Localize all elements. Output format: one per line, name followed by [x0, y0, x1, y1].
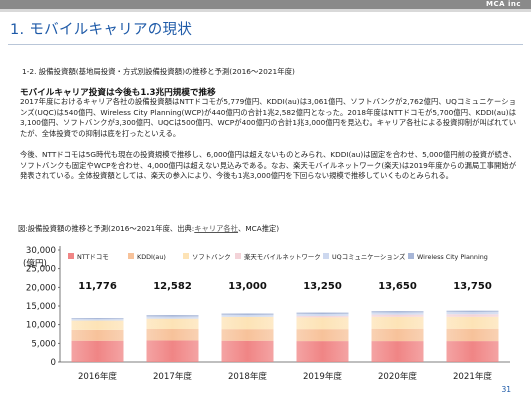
bar-segment — [371, 312, 424, 315]
x-tick-label: 2018年度 — [228, 370, 267, 382]
total-value-label: 13,650 — [378, 281, 417, 292]
investment-chart: 0 5,000 10,000 15,000 20,000 25,000 30,000(億円)… — [23, 246, 510, 382]
bar-segment — [146, 318, 199, 329]
bar-segment — [146, 340, 199, 362]
total-value-label: 13,750 — [453, 281, 492, 292]
bar-segment — [296, 341, 349, 362]
legend-label: 楽天モバイルネットワーク — [244, 252, 321, 261]
chart-caption-suffix: 、MCA推定) — [238, 224, 280, 233]
bar-segment — [221, 313, 274, 315]
x-tick-label: 2020年度 — [378, 370, 417, 382]
bar-segment — [71, 340, 124, 362]
x-tick-label: 2019年度 — [303, 370, 342, 382]
top-bar — [0, 0, 531, 9]
total-value-label: 13,250 — [303, 281, 342, 292]
section-headline: モバイルキャリア投資は今後も1.3兆円規模で推移 — [20, 88, 216, 98]
legend-swatch — [408, 253, 414, 259]
total-value-label: 11,776 — [78, 281, 117, 292]
y-tick-label: 15,000 — [26, 302, 56, 312]
legend-swatch — [235, 253, 241, 259]
slide-title: 1. モバイルキャリアの現状 — [10, 22, 193, 38]
bar-segment — [296, 312, 349, 315]
bar-segment — [296, 317, 349, 330]
bar-segment — [446, 310, 499, 313]
bar-segment — [71, 320, 124, 330]
section-subheading: 1-2. 設備投資額(基地局投資・方式別設備投資額)の推移と予測(2016～20… — [22, 67, 295, 76]
legend-label: UQコミュニケーションズ — [332, 252, 406, 261]
bar-segment — [371, 341, 424, 362]
bar-segment — [371, 311, 424, 313]
bar-segment — [446, 316, 499, 329]
bar-segment — [296, 315, 349, 318]
chart-caption: 図:設備投資額の推移と予測(2016～2021年度、出典:キャリア各社、MCA推… — [18, 224, 279, 234]
bar-segment — [296, 314, 349, 316]
body-paragraph-2: 今後、NTTドコモは5G時代も現在の投資規模で推移し、6,000億円は超えないも… — [20, 150, 516, 181]
header-band — [0, 9, 531, 12]
legend-label: ソフトバンク — [192, 253, 231, 261]
legend-swatch — [183, 253, 189, 259]
total-value-label: 12,582 — [153, 281, 192, 292]
y-tick-label: 25,000 — [26, 265, 56, 275]
bar-segment — [221, 340, 274, 362]
y-tick-label: 10,000 — [26, 321, 56, 331]
legend-label: KDDI(au) — [137, 253, 166, 261]
bar-segment — [446, 328, 499, 342]
legend-swatch — [323, 253, 329, 259]
y-tick-label: 0 — [51, 358, 56, 368]
total-value-label: 13,000 — [228, 281, 267, 292]
y-tick-label: 30,000 — [26, 246, 56, 256]
legend-swatch — [68, 253, 74, 259]
legend-label: NTTドコモ — [77, 253, 109, 261]
bar-segment — [446, 312, 499, 315]
page-number: 31 — [501, 385, 511, 394]
chart-caption-prefix: 図:設備投資額の推移と予測(2016～2021年度、出典: — [18, 224, 195, 233]
x-tick-label: 2021年度 — [453, 370, 492, 382]
x-tick-label: 2016年度 — [78, 370, 117, 382]
bar-segment — [371, 328, 424, 342]
bar-segment — [446, 314, 499, 317]
x-tick-label: 2017年度 — [153, 370, 192, 382]
legend-swatch — [128, 253, 134, 259]
bar-segment — [221, 314, 274, 317]
bar-segment — [221, 316, 274, 330]
bar-segment — [371, 314, 424, 317]
bar-segment — [146, 315, 199, 317]
bar-segment — [221, 329, 274, 341]
brand-label: MCA inc — [486, 0, 521, 8]
bar-segment — [71, 318, 124, 320]
bar-segment — [446, 341, 499, 362]
y-tick-label: 5,000 — [31, 339, 56, 349]
bar-segment — [146, 328, 199, 341]
y-tick-label: 20,000 — [26, 283, 56, 293]
bar-segment — [71, 329, 124, 341]
title-rule — [8, 44, 523, 45]
bar-segment — [71, 319, 124, 321]
bar-segment — [296, 329, 349, 342]
body-paragraph-1: 2017年度におけるキャリア各社の設備投資額はNTTドコモが5,779億円、KD… — [20, 97, 516, 138]
bar-segment — [146, 316, 199, 319]
y-unit-label: (億円) — [23, 257, 47, 269]
bar-segment — [371, 316, 424, 329]
legend-label: Wireless City Planning — [417, 253, 488, 261]
chart-caption-source-link[interactable]: キャリア各社 — [194, 224, 239, 233]
